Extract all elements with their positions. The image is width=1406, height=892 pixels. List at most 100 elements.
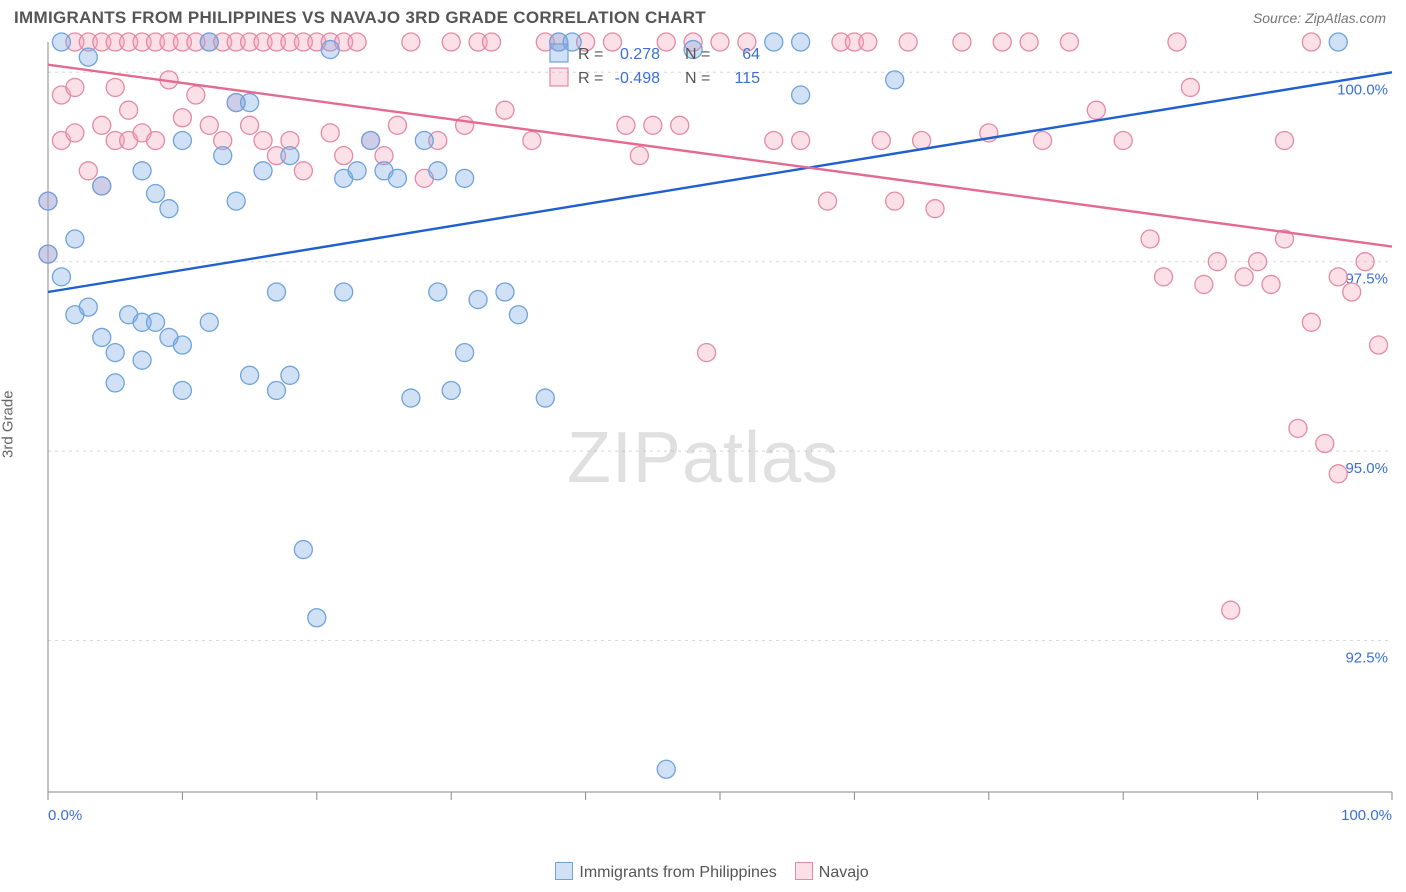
data-point: [254, 162, 272, 180]
data-point: [1329, 268, 1347, 286]
data-point: [267, 381, 285, 399]
data-point: [93, 328, 111, 346]
y-tick-label: 95.0%: [1345, 460, 1388, 477]
legend-bottom: Immigrants from Philippines Navajo: [0, 862, 1406, 882]
legend-n-value: 115: [734, 70, 760, 87]
data-point: [1302, 313, 1320, 331]
data-point: [617, 116, 635, 134]
scatter-chart: 92.5%95.0%97.5%100.0%0.0%100.0%R =0.278N…: [0, 32, 1406, 852]
source-attribution: Source: ZipAtlas.com: [1253, 10, 1386, 26]
data-point: [1316, 435, 1334, 453]
legend-label: Immigrants from Philippines: [579, 864, 776, 881]
data-point: [93, 177, 111, 195]
data-point: [1262, 275, 1280, 293]
legend-r-value: 0.278: [620, 46, 660, 63]
legend-swatch: [550, 44, 568, 62]
data-point: [227, 192, 245, 210]
data-point: [886, 71, 904, 89]
data-point: [1114, 131, 1132, 149]
data-point: [442, 381, 460, 399]
data-point: [187, 86, 205, 104]
data-point: [1155, 268, 1173, 286]
data-point: [173, 381, 191, 399]
data-point: [160, 200, 178, 218]
data-point: [1195, 275, 1213, 293]
data-point: [456, 344, 474, 362]
data-point: [1249, 253, 1267, 271]
data-point: [630, 147, 648, 165]
data-point: [147, 185, 165, 203]
data-point: [536, 389, 554, 407]
data-point: [173, 336, 191, 354]
data-point: [39, 192, 57, 210]
data-point: [1329, 33, 1347, 51]
data-point: [106, 374, 124, 392]
data-point: [913, 131, 931, 149]
data-point: [1141, 230, 1159, 248]
data-point: [469, 291, 487, 309]
data-point: [281, 147, 299, 165]
data-point: [66, 124, 84, 142]
x-tick-label: 100.0%: [1341, 807, 1392, 824]
data-point: [133, 351, 151, 369]
data-point: [39, 245, 57, 263]
data-point: [1020, 33, 1038, 51]
data-point: [79, 298, 97, 316]
data-point: [765, 131, 783, 149]
data-point: [147, 131, 165, 149]
y-tick-label: 100.0%: [1337, 81, 1388, 98]
data-point: [388, 116, 406, 134]
data-point: [1235, 268, 1253, 286]
data-point: [120, 101, 138, 119]
data-point: [362, 131, 380, 149]
legend-swatch: [795, 862, 813, 880]
data-point: [899, 33, 917, 51]
data-point: [792, 86, 810, 104]
data-point: [281, 366, 299, 384]
data-point: [765, 33, 783, 51]
data-point: [402, 389, 420, 407]
data-point: [1329, 465, 1347, 483]
chart-container: 3rd Grade 92.5%95.0%97.5%100.0%0.0%100.0…: [0, 32, 1406, 852]
data-point: [523, 131, 541, 149]
data-point: [644, 116, 662, 134]
data-point: [321, 124, 339, 142]
data-point: [1370, 336, 1388, 354]
data-point: [496, 101, 514, 119]
data-point: [1222, 601, 1240, 619]
data-point: [415, 131, 433, 149]
data-point: [106, 78, 124, 96]
data-point: [711, 33, 729, 51]
data-point: [66, 230, 84, 248]
data-point: [335, 147, 353, 165]
data-point: [1343, 283, 1361, 301]
data-point: [52, 33, 70, 51]
data-point: [1034, 131, 1052, 149]
data-point: [429, 283, 447, 301]
data-point: [926, 200, 944, 218]
data-point: [872, 131, 890, 149]
data-point: [267, 283, 285, 301]
data-point: [496, 283, 514, 301]
data-point: [241, 366, 259, 384]
data-point: [133, 162, 151, 180]
data-point: [671, 116, 689, 134]
data-point: [792, 131, 810, 149]
data-point: [859, 33, 877, 51]
legend-label: Navajo: [819, 864, 869, 881]
data-point: [294, 541, 312, 559]
data-point: [254, 131, 272, 149]
data-point: [241, 94, 259, 112]
data-point: [79, 162, 97, 180]
data-point: [1208, 253, 1226, 271]
legend-n-value: 64: [742, 46, 760, 63]
data-point: [456, 169, 474, 187]
data-point: [1356, 253, 1374, 271]
x-tick-label: 0.0%: [48, 807, 82, 824]
legend-r-prefix: R =: [578, 46, 603, 63]
data-point: [483, 33, 501, 51]
data-point: [1275, 131, 1293, 149]
data-point: [402, 33, 420, 51]
data-point: [1168, 33, 1186, 51]
data-point: [442, 33, 460, 51]
